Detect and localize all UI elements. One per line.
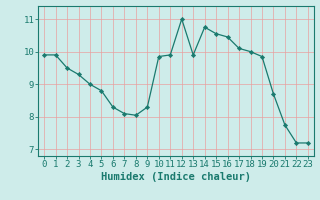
X-axis label: Humidex (Indice chaleur): Humidex (Indice chaleur) xyxy=(101,172,251,182)
